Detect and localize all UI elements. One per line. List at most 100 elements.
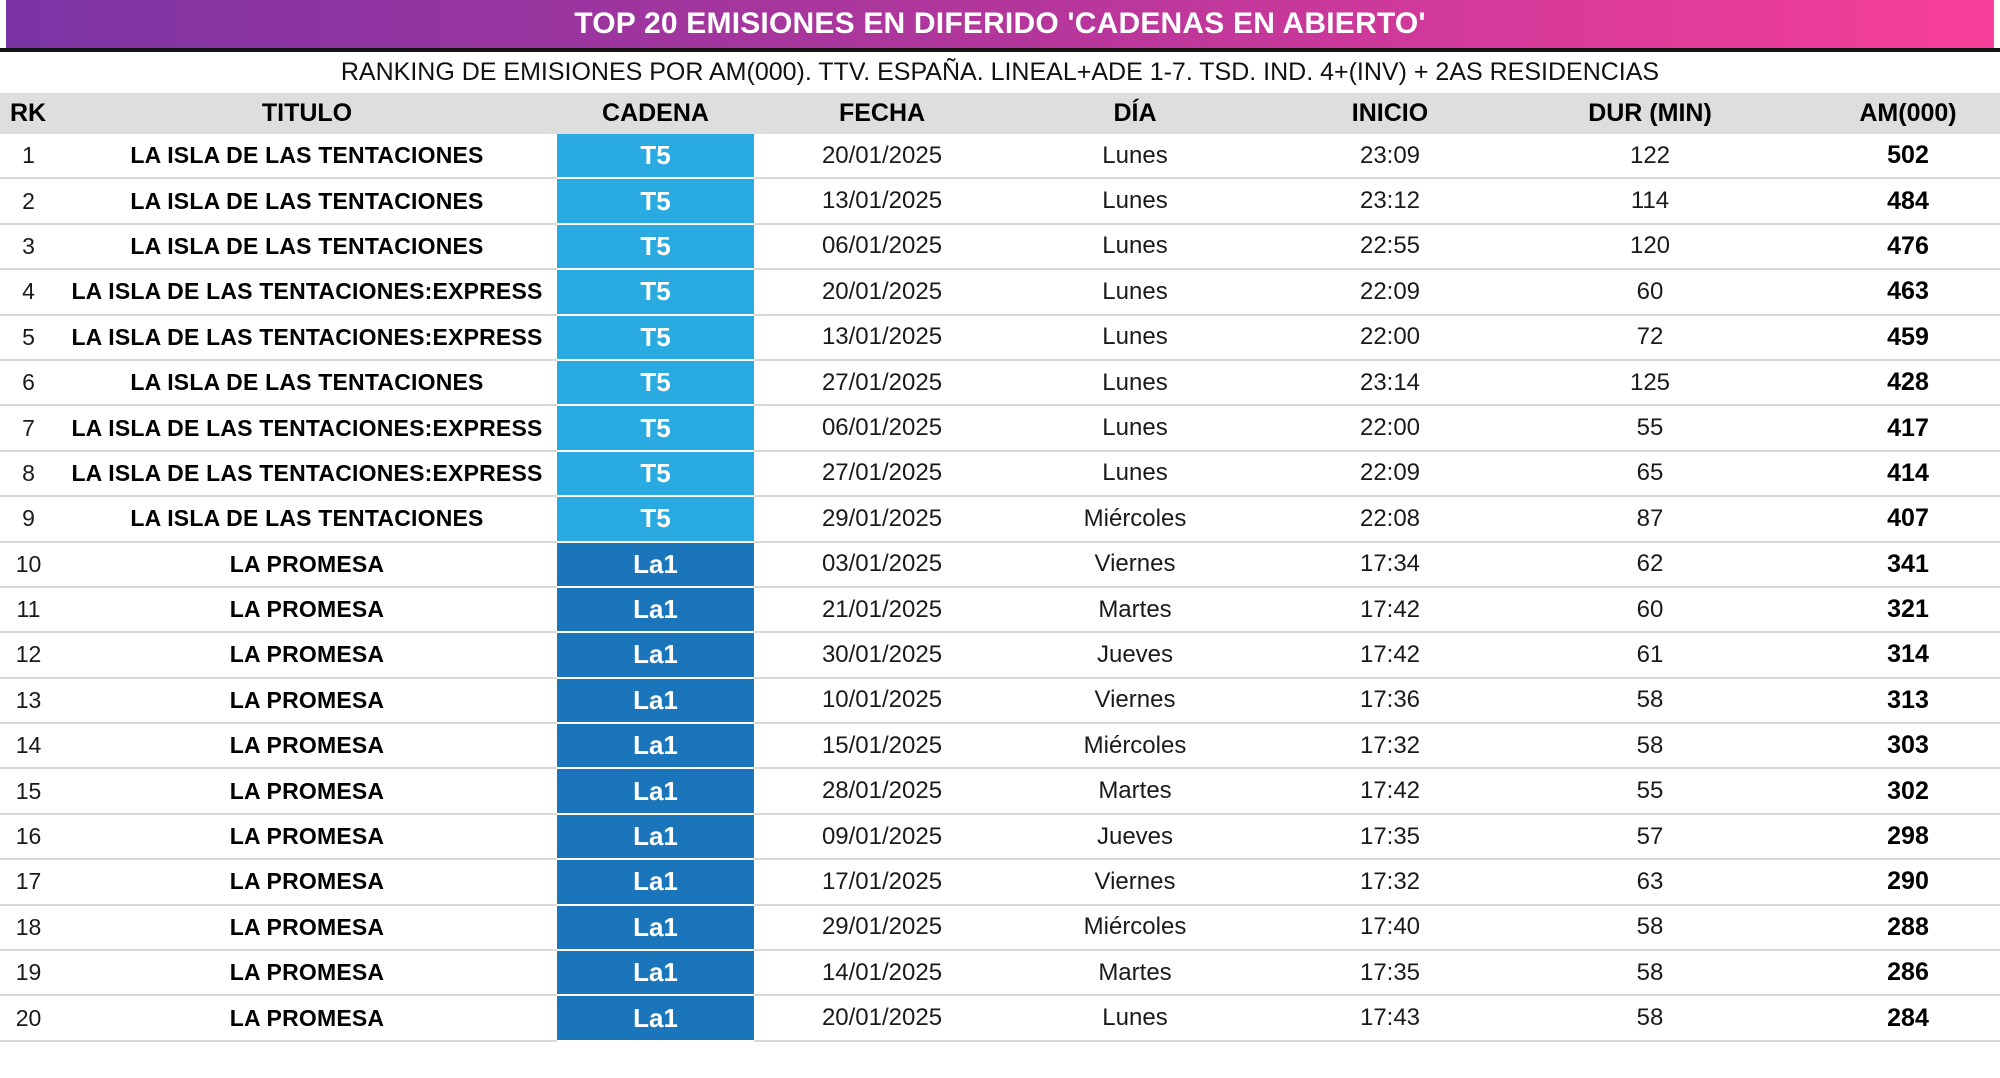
day-cell: Lunes xyxy=(1010,316,1260,361)
audience-cell: 484 xyxy=(1780,179,2000,225)
column-header-inicio: INICIO xyxy=(1351,99,1429,127)
channel-badge: La1 xyxy=(557,769,754,815)
audience-cell: 321 xyxy=(1780,588,2000,634)
title-cell: LA PROMESA xyxy=(57,588,557,634)
table-row: 16 LA PROMESA La1 09/01/2025 Jueves 17:3… xyxy=(0,814,2000,861)
duration-cell: 65 xyxy=(1520,452,1780,498)
channel-badge: T5 xyxy=(557,270,754,316)
rank-cell: 3 xyxy=(0,225,57,271)
column-header-dur: DUR (MIN) xyxy=(1588,99,1712,127)
column-header-am: AM(000) xyxy=(1859,99,1957,127)
audience-cell: 476 xyxy=(1780,225,2000,271)
day-cell: Martes xyxy=(1010,769,1260,815)
audience-cell: 286 xyxy=(1780,951,2000,997)
start-time-cell: 17:32 xyxy=(1260,860,1520,906)
title-cell: LA ISLA DE LAS TENTACIONES xyxy=(57,225,557,271)
rank-cell: 19 xyxy=(0,951,57,997)
channel-badge: La1 xyxy=(557,860,754,906)
date-cell: 20/01/2025 xyxy=(754,134,1010,180)
audience-cell: 341 xyxy=(1780,543,2000,588)
day-cell: Jueves xyxy=(1010,633,1260,679)
start-time-cell: 17:40 xyxy=(1260,906,1520,952)
table-row: 4 LA ISLA DE LAS TENTACIONES:EXPRESS T5 … xyxy=(0,270,2000,316)
date-cell: 29/01/2025 xyxy=(754,497,1010,543)
day-cell: Lunes xyxy=(1010,361,1260,407)
duration-cell: 120 xyxy=(1520,225,1780,271)
date-cell: 20/01/2025 xyxy=(754,996,1010,1042)
divider-rule xyxy=(0,48,2000,52)
audience-cell: 288 xyxy=(1780,906,2000,952)
column-header-cadena: CADENA xyxy=(602,99,709,127)
duration-cell: 114 xyxy=(1520,179,1780,225)
rank-cell: 11 xyxy=(0,588,57,634)
duration-cell: 58 xyxy=(1520,906,1780,952)
rank-cell: 14 xyxy=(0,724,57,770)
rank-cell: 4 xyxy=(0,270,57,316)
duration-cell: 62 xyxy=(1520,543,1780,588)
date-cell: 17/01/2025 xyxy=(754,860,1010,906)
day-cell: Viernes xyxy=(1010,543,1260,588)
channel-badge: T5 xyxy=(557,134,754,180)
audience-cell: 414 xyxy=(1780,452,2000,498)
title-cell: LA ISLA DE LAS TENTACIONES xyxy=(57,134,557,180)
column-header-titulo: TITULO xyxy=(261,99,353,127)
column-header-rk: RK xyxy=(10,99,47,127)
table-row: 8 LA ISLA DE LAS TENTACIONES:EXPRESS T5 … xyxy=(0,451,2000,498)
channel-badge: T5 xyxy=(557,360,754,407)
channel-badge: La1 xyxy=(557,814,754,861)
table-row: 19 LA PROMESA La1 14/01/2025 Martes 17:3… xyxy=(0,951,2000,997)
table-row: 14 LA PROMESA La1 15/01/2025 Miércoles 1… xyxy=(0,724,2000,770)
title-cell: LA PROMESA xyxy=(57,860,557,906)
start-time-cell: 17:36 xyxy=(1260,679,1520,725)
duration-cell: 87 xyxy=(1520,497,1780,543)
title-bar: TOP 20 EMISIONES EN DIFERIDO 'CADENAS EN… xyxy=(6,0,1994,48)
rank-cell: 13 xyxy=(0,679,57,725)
duration-cell: 58 xyxy=(1520,724,1780,770)
day-cell: Lunes xyxy=(1010,270,1260,316)
rank-cell: 9 xyxy=(0,497,57,543)
audience-cell: 313 xyxy=(1780,679,2000,725)
title-cell: LA PROMESA xyxy=(57,724,557,770)
date-cell: 09/01/2025 xyxy=(754,815,1010,861)
title-cell: LA PROMESA xyxy=(57,815,557,861)
date-cell: 20/01/2025 xyxy=(754,270,1010,316)
day-cell: Martes xyxy=(1010,951,1260,997)
day-cell: Jueves xyxy=(1010,815,1260,861)
rank-cell: 18 xyxy=(0,906,57,952)
date-cell: 13/01/2025 xyxy=(754,316,1010,361)
table-row: 12 LA PROMESA La1 30/01/2025 Jueves 17:4… xyxy=(0,633,2000,679)
start-time-cell: 17:42 xyxy=(1260,588,1520,634)
table-row: 6 LA ISLA DE LAS TENTACIONES T5 27/01/20… xyxy=(0,360,2000,407)
channel-badge: T5 xyxy=(557,451,754,498)
rank-cell: 15 xyxy=(0,769,57,815)
start-time-cell: 23:14 xyxy=(1260,361,1520,407)
rank-cell: 6 xyxy=(0,361,57,407)
channel-badge: T5 xyxy=(557,406,754,452)
day-cell: Lunes xyxy=(1010,179,1260,225)
audience-cell: 314 xyxy=(1780,633,2000,679)
title-cell: LA ISLA DE LAS TENTACIONES:EXPRESS xyxy=(57,452,557,498)
duration-cell: 57 xyxy=(1520,815,1780,861)
rank-cell: 17 xyxy=(0,860,57,906)
table-row: 3 LA ISLA DE LAS TENTACIONES T5 06/01/20… xyxy=(0,224,2000,271)
channel-badge: La1 xyxy=(557,587,754,634)
date-cell: 13/01/2025 xyxy=(754,179,1010,225)
start-time-cell: 22:09 xyxy=(1260,270,1520,316)
day-cell: Lunes xyxy=(1010,134,1260,180)
table-row: 10 LA PROMESA La1 03/01/2025 Viernes 17:… xyxy=(0,542,2000,588)
audience-cell: 302 xyxy=(1780,769,2000,815)
rank-cell: 5 xyxy=(0,316,57,361)
page-subtitle: RANKING DE EMISIONES POR AM(000). TTV. E… xyxy=(340,58,1660,86)
table-header-row: RK TITULO CADENA FECHA DÍA INICIO DUR (M… xyxy=(0,93,2000,134)
table-row: 15 LA PROMESA La1 28/01/2025 Martes 17:4… xyxy=(0,769,2000,815)
day-cell: Miércoles xyxy=(1010,906,1260,952)
channel-badge: T5 xyxy=(557,315,754,361)
duration-cell: 60 xyxy=(1520,270,1780,316)
audience-cell: 459 xyxy=(1780,316,2000,361)
channel-badge: T5 xyxy=(557,179,754,225)
date-cell: 15/01/2025 xyxy=(754,724,1010,770)
channel-badge: T5 xyxy=(557,497,754,543)
audience-cell: 417 xyxy=(1780,406,2000,452)
duration-cell: 55 xyxy=(1520,769,1780,815)
title-cell: LA PROMESA xyxy=(57,679,557,725)
